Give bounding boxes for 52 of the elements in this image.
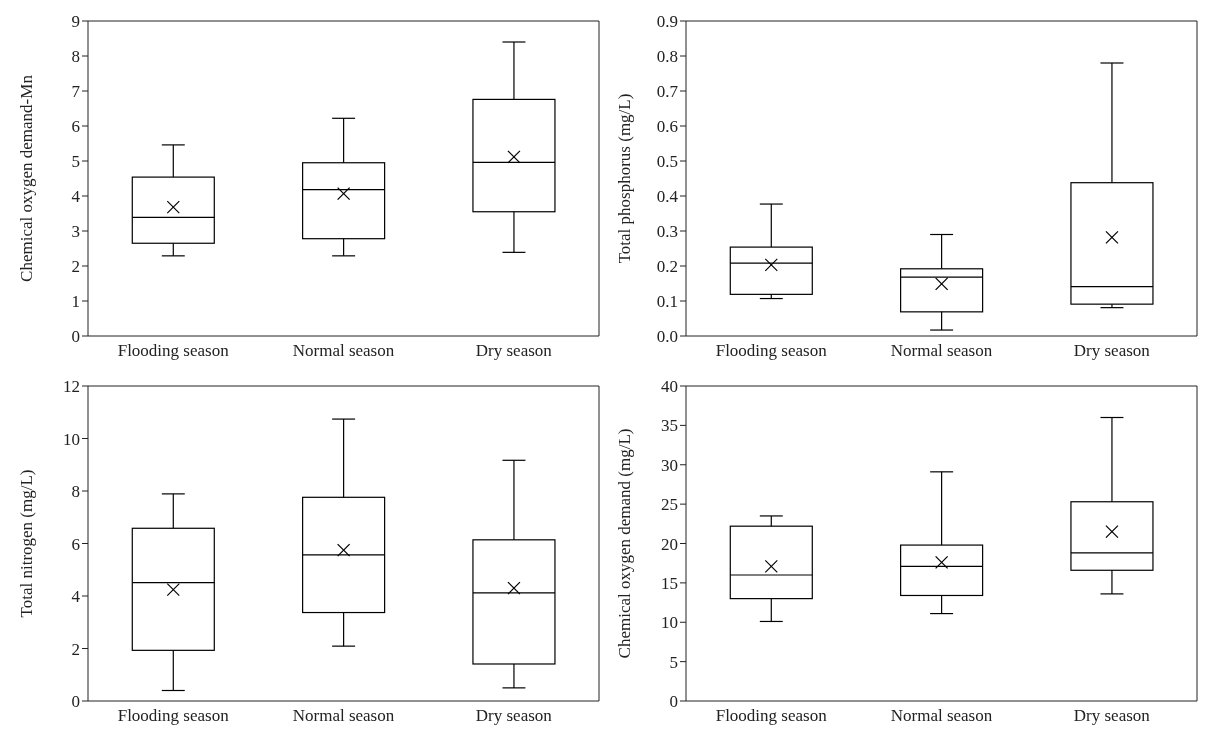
y-tick-label: 4 bbox=[71, 187, 81, 207]
y-tick-label: 2 bbox=[71, 639, 80, 659]
x-tick-label: Dry season bbox=[1073, 341, 1151, 361]
y-tick-label: 1 bbox=[71, 292, 80, 312]
x-tick-label: Normal season bbox=[890, 706, 993, 726]
x-tick-label: Flooding season bbox=[715, 706, 828, 726]
y-tick-label: 9 bbox=[71, 12, 80, 32]
y-tick-label: 0.9 bbox=[656, 12, 678, 32]
y-tick-label: 8 bbox=[71, 47, 80, 67]
y-axis-title: Total nitrogen (mg/L) bbox=[17, 469, 37, 618]
y-tick-label: 5 bbox=[669, 652, 678, 672]
y-tick-label: 0.5 bbox=[656, 152, 678, 172]
y-tick-label: 0.1 bbox=[656, 292, 678, 312]
x-tick-label: Dry season bbox=[1073, 706, 1151, 726]
y-tick-label: 30 bbox=[661, 455, 678, 475]
y-tick-label: 0.3 bbox=[656, 222, 678, 242]
y-tick-label: 3 bbox=[71, 222, 80, 242]
x-tick-label: Dry season bbox=[475, 341, 553, 361]
y-tick-label: 10 bbox=[661, 613, 678, 633]
y-axis-title: Chemical oxygen demand (mg/L) bbox=[615, 428, 635, 659]
y-tick-label: 8 bbox=[71, 482, 80, 502]
y-tick-label: 0.4 bbox=[656, 187, 679, 207]
y-tick-label: 35 bbox=[661, 416, 678, 436]
y-tick-label: 2 bbox=[71, 257, 80, 277]
x-tick-label: Flooding season bbox=[117, 341, 230, 361]
y-tick-label: 10 bbox=[63, 429, 80, 449]
x-tick-label: Flooding season bbox=[117, 706, 230, 726]
x-tick-label: Normal season bbox=[292, 706, 395, 726]
y-tick-label: 0 bbox=[71, 692, 80, 712]
y-tick-label: 0.7 bbox=[656, 82, 679, 102]
x-tick-label: Normal season bbox=[890, 341, 993, 361]
y-tick-label: 0 bbox=[669, 692, 678, 712]
y-tick-label: 12 bbox=[63, 377, 80, 397]
y-axis-title: Total phosphorus (mg/L) bbox=[615, 93, 635, 264]
y-tick-label: 15 bbox=[661, 573, 678, 593]
y-axis-title: Chemical oxygen demand-Mn bbox=[17, 74, 37, 282]
y-tick-label: 40 bbox=[661, 377, 678, 397]
y-tick-label: 0.6 bbox=[656, 117, 678, 137]
y-tick-label: 6 bbox=[71, 117, 80, 137]
y-tick-label: 0.0 bbox=[656, 327, 678, 347]
y-tick-label: 5 bbox=[71, 152, 80, 172]
y-tick-label: 0.8 bbox=[656, 47, 678, 67]
y-tick-label: 0.2 bbox=[656, 257, 678, 277]
y-tick-label: 25 bbox=[661, 495, 678, 515]
x-tick-label: Dry season bbox=[475, 706, 553, 726]
y-tick-label: 0 bbox=[71, 327, 80, 347]
y-tick-label: 6 bbox=[71, 534, 80, 554]
x-tick-label: Normal season bbox=[292, 341, 395, 361]
y-tick-label: 4 bbox=[71, 587, 81, 607]
y-tick-label: 20 bbox=[661, 534, 678, 554]
y-tick-label: 7 bbox=[71, 82, 81, 102]
x-tick-label: Flooding season bbox=[715, 341, 828, 361]
